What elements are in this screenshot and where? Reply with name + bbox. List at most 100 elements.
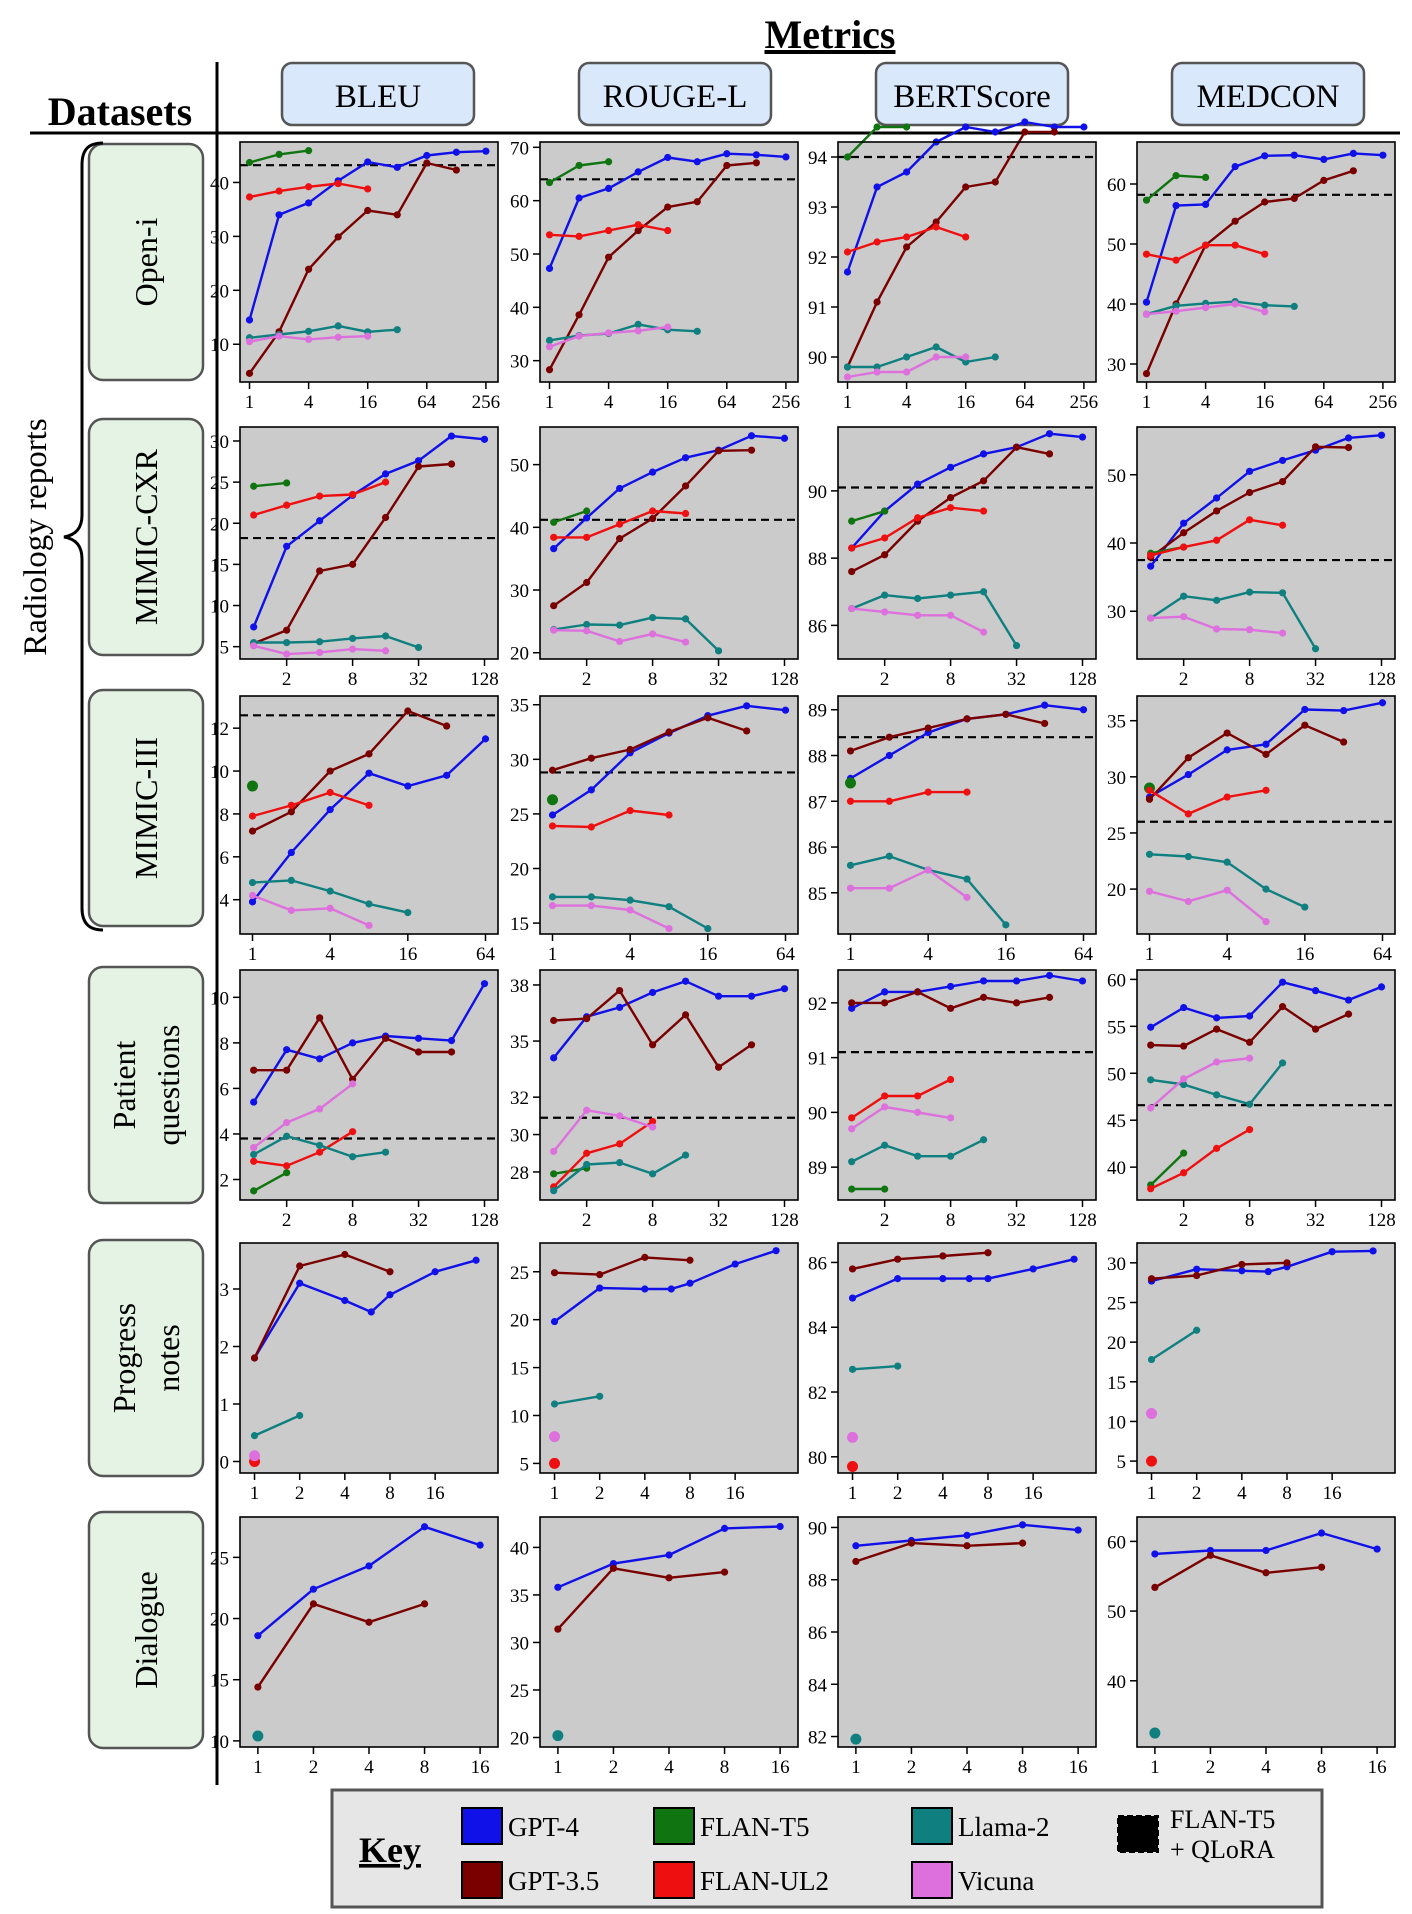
- x-tick-label: 4: [962, 1757, 972, 1778]
- series-flan-ul2: [548, 807, 673, 831]
- series-line: [253, 1171, 288, 1192]
- metric-header-box: [874, 61, 1070, 127]
- chart-progress-notes-medcon: 1 2 4 8 16 5 10 15 20 25 30: [1107, 1242, 1396, 1504]
- data-point: [626, 896, 634, 904]
- data-point: [250, 642, 258, 650]
- series-vicuna: [1146, 1408, 1158, 1420]
- data-point: [1301, 705, 1309, 714]
- y-tick-label: 40: [1107, 1672, 1126, 1693]
- data-point: [979, 507, 988, 515]
- data-point: [587, 893, 595, 901]
- data-point: [1145, 850, 1154, 858]
- series-line: [252, 1082, 354, 1149]
- x-tick-label: 4: [304, 392, 314, 413]
- chart-mimic-cxr-bertscore: 2 8 32 128 86 88 90: [808, 426, 1097, 690]
- data-point: [550, 1317, 559, 1326]
- series-line: [851, 974, 1083, 1010]
- series-line: [553, 509, 588, 524]
- data-point: [252, 1730, 264, 1742]
- data-point: [287, 808, 295, 816]
- y-tick-label: 35: [510, 1586, 529, 1607]
- data-point: [626, 906, 634, 914]
- data-point: [1264, 1267, 1272, 1276]
- data-point: [386, 1268, 394, 1276]
- x-tick-label: 16: [698, 944, 717, 965]
- data-point: [447, 1048, 456, 1056]
- data-point: [420, 1523, 429, 1531]
- data-point: [381, 470, 390, 478]
- series-line: [1150, 1128, 1251, 1190]
- y-tick-label: 1: [220, 1395, 230, 1416]
- data-point: [1301, 903, 1309, 911]
- data-point: [349, 1039, 357, 1047]
- series-flan-t5: [1142, 172, 1210, 204]
- data-point: [248, 878, 257, 887]
- data-point: [914, 514, 922, 522]
- data-point: [963, 788, 971, 796]
- data-point: [681, 1011, 690, 1019]
- data-point: [881, 1103, 889, 1111]
- series-gpt-4: [1147, 978, 1386, 1031]
- data-point: [873, 363, 881, 371]
- data-point: [550, 602, 558, 610]
- y-tick-label: 82: [808, 1728, 827, 1749]
- data-point: [365, 1562, 373, 1570]
- x-tick-label: 4: [1237, 1483, 1247, 1504]
- series-llama-2: [550, 1392, 604, 1408]
- data-point: [245, 316, 254, 324]
- data-point: [1246, 1054, 1254, 1062]
- x-tick-label: 4: [923, 944, 933, 965]
- legend-item-vicuna: Vicuna: [911, 1861, 1034, 1899]
- y-tick-label: 89: [808, 701, 827, 722]
- series-line: [549, 323, 698, 342]
- data-point: [1151, 1583, 1159, 1591]
- y-tick-label: 35: [510, 696, 529, 717]
- data-point: [873, 183, 881, 191]
- dataset-label-open-i: Open-i: [87, 142, 205, 382]
- series-flan-ul2: [250, 478, 390, 519]
- data-point: [254, 1632, 262, 1640]
- y-tick-label: 60: [1107, 970, 1126, 991]
- data-point: [848, 604, 856, 613]
- x-tick-label: 1: [843, 392, 853, 413]
- data-point: [1041, 719, 1049, 728]
- data-point: [963, 875, 971, 883]
- data-point: [550, 533, 558, 541]
- data-point: [903, 233, 911, 241]
- legend-label: GPT-4: [508, 1812, 580, 1842]
- series-gpt-4: [554, 1522, 784, 1591]
- series-gpt-4: [545, 150, 790, 272]
- legend-swatch: [911, 1807, 953, 1845]
- data-point: [583, 507, 591, 515]
- series-gpt-3-5: [550, 1253, 694, 1279]
- data-point: [1050, 128, 1058, 136]
- y-tick-label: 10: [1107, 1412, 1126, 1433]
- data-point: [939, 1275, 947, 1283]
- data-point: [1278, 521, 1287, 529]
- data-point: [583, 1149, 591, 1157]
- series-line: [548, 161, 757, 371]
- series-flan-t5: [843, 123, 911, 161]
- legend-label: FLAN-T5: [700, 1812, 810, 1842]
- data-point: [1172, 302, 1180, 310]
- x-tick-label: 16: [426, 1483, 445, 1504]
- x-tick-label: 16: [771, 1757, 790, 1778]
- legend-label: Vicuna: [958, 1866, 1034, 1896]
- data-point: [1223, 729, 1231, 737]
- data-point: [1147, 1185, 1155, 1193]
- y-tick-label: 25: [1107, 824, 1126, 845]
- metric-header-bleu: BLEU: [280, 61, 476, 127]
- data-point: [649, 1123, 657, 1131]
- data-point: [1145, 786, 1154, 794]
- plot-area: [240, 970, 498, 1200]
- data-point: [1278, 629, 1287, 637]
- x-tick-label: 64: [417, 392, 437, 413]
- series-gpt-3-5: [548, 714, 751, 774]
- chart-mimic-iii-rouge-l: 1 4 16 64 15 20 25 30 35: [510, 695, 799, 965]
- dataset-label-text: Dialogue: [128, 1571, 164, 1688]
- data-point: [1261, 152, 1269, 160]
- series-flan-t5: [848, 1185, 889, 1193]
- data-point: [404, 707, 412, 715]
- series-flan-t5: [250, 1169, 291, 1195]
- data-point: [1172, 256, 1180, 264]
